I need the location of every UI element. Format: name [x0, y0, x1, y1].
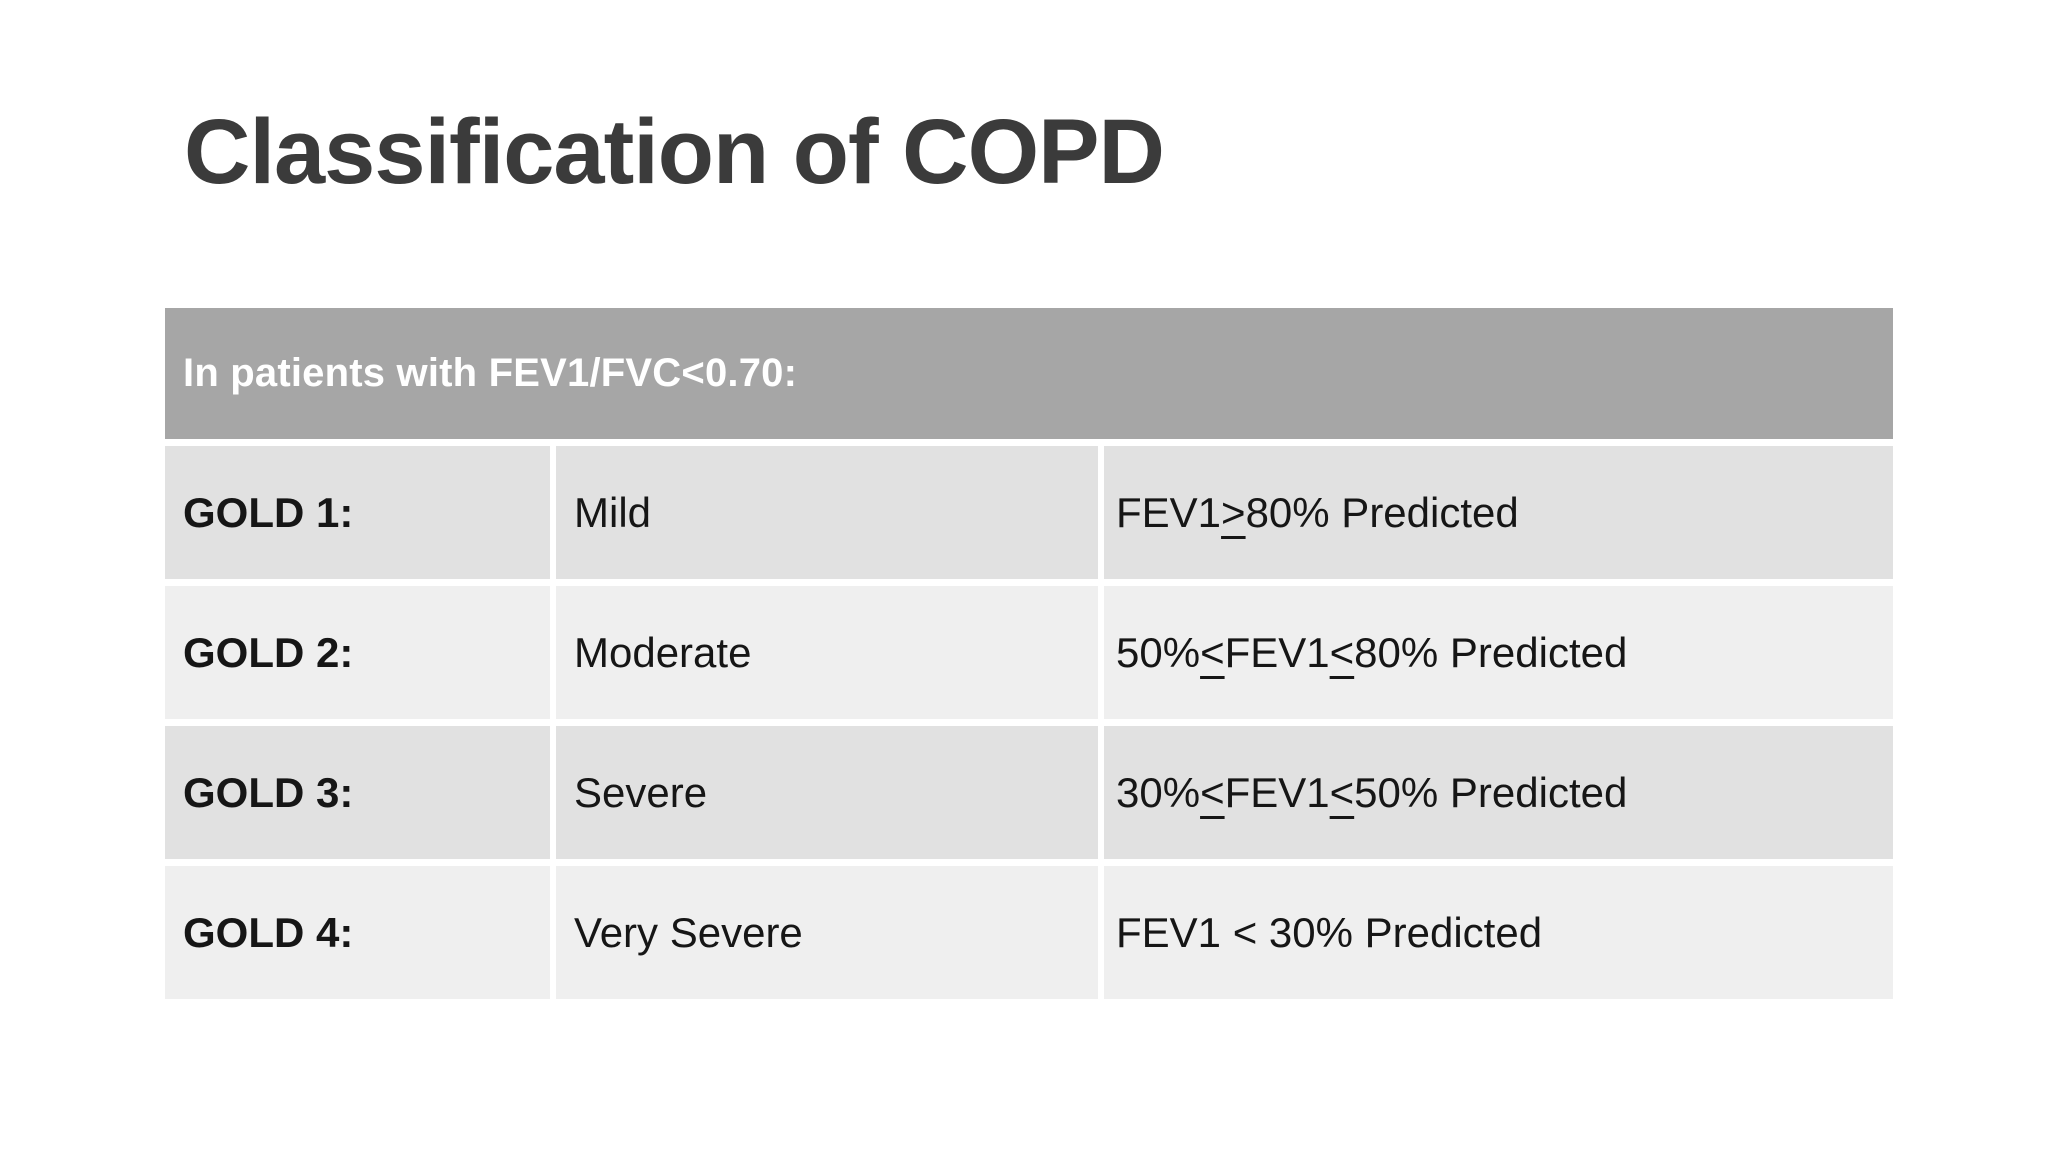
table-header-row: In patients with FEV1/FVC<0.70: [165, 308, 1893, 439]
severity-cell: Mild [556, 446, 1098, 579]
grade-cell: GOLD 2: [165, 586, 550, 719]
grade-cell: GOLD 4: [165, 866, 550, 999]
table-row: GOLD 4: Very Severe FEV1 < 30% Predicted [165, 866, 1893, 999]
table-row: GOLD 1: Mild FEV1 > 80% Predicted [165, 446, 1893, 579]
copd-classification-table: In patients with FEV1/FVC<0.70: GOLD 1: … [165, 308, 1893, 999]
criteria-cell: 50% < FEV1 < 80% Predicted [1104, 586, 1893, 719]
severity-cell: Moderate [556, 586, 1098, 719]
criteria-cell: FEV1 < 30% Predicted [1104, 866, 1893, 999]
grade-cell: GOLD 3: [165, 726, 550, 859]
table-row: GOLD 3: Severe 30% < FEV1 < 50% Predicte… [165, 726, 1893, 859]
severity-cell: Severe [556, 726, 1098, 859]
grade-cell: GOLD 1: [165, 446, 550, 579]
table-header-label: In patients with FEV1/FVC<0.70: [183, 351, 798, 395]
table-row: GOLD 2: Moderate 50% < FEV1 < 80% Predic… [165, 586, 1893, 719]
severity-cell: Very Severe [556, 866, 1098, 999]
criteria-cell: 30% < FEV1 < 50% Predicted [1104, 726, 1893, 859]
page-title: Classification of COPD [184, 101, 1165, 203]
criteria-cell: FEV1 > 80% Predicted [1104, 446, 1893, 579]
